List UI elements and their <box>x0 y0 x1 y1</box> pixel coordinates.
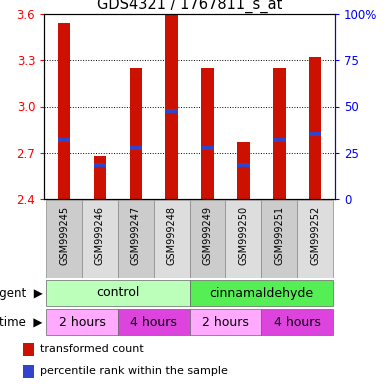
Text: GSM999248: GSM999248 <box>167 206 177 265</box>
Text: time  ▶: time ▶ <box>0 316 42 328</box>
Bar <box>118 309 190 336</box>
Text: 2 hours: 2 hours <box>59 316 105 328</box>
Bar <box>297 200 333 278</box>
Text: transformed count: transformed count <box>40 344 143 354</box>
Text: GSM999250: GSM999250 <box>238 206 248 265</box>
Bar <box>94 163 106 167</box>
Bar <box>82 200 118 278</box>
Bar <box>94 156 106 199</box>
Text: GSM999247: GSM999247 <box>131 206 141 265</box>
Bar <box>23 365 34 377</box>
Text: GSM999252: GSM999252 <box>310 206 320 265</box>
Bar <box>273 139 286 142</box>
Bar <box>190 200 226 278</box>
Bar <box>166 14 178 199</box>
Bar <box>237 142 250 199</box>
Text: GSM999251: GSM999251 <box>275 206 285 265</box>
Text: 2 hours: 2 hours <box>202 316 249 328</box>
Bar <box>190 309 261 336</box>
Bar <box>46 280 190 306</box>
Bar <box>129 146 142 150</box>
Text: GSM999245: GSM999245 <box>59 206 69 265</box>
Bar <box>154 200 190 278</box>
Bar <box>237 163 250 167</box>
Bar <box>201 68 214 199</box>
Bar <box>201 146 214 150</box>
Bar <box>190 280 333 306</box>
Bar <box>46 200 82 278</box>
Text: cinnamaldehyde: cinnamaldehyde <box>209 286 313 300</box>
Bar <box>309 132 321 136</box>
Text: percentile rank within the sample: percentile rank within the sample <box>40 366 228 376</box>
Bar <box>226 200 261 278</box>
Text: 4 hours: 4 hours <box>130 316 177 328</box>
Text: GSM999246: GSM999246 <box>95 206 105 265</box>
Bar <box>118 200 154 278</box>
Text: agent  ▶: agent ▶ <box>0 286 42 300</box>
Title: GDS4321 / 1767811_s_at: GDS4321 / 1767811_s_at <box>97 0 282 13</box>
Bar <box>261 309 333 336</box>
Text: control: control <box>96 286 139 300</box>
Bar <box>261 200 297 278</box>
Bar <box>23 343 34 356</box>
Bar <box>46 309 118 336</box>
Text: 4 hours: 4 hours <box>274 316 321 328</box>
Text: GSM999249: GSM999249 <box>203 206 213 265</box>
Bar <box>58 23 70 199</box>
Bar <box>273 68 286 199</box>
Bar <box>129 68 142 199</box>
Bar <box>58 139 70 142</box>
Bar <box>309 57 321 199</box>
Bar <box>166 109 178 113</box>
